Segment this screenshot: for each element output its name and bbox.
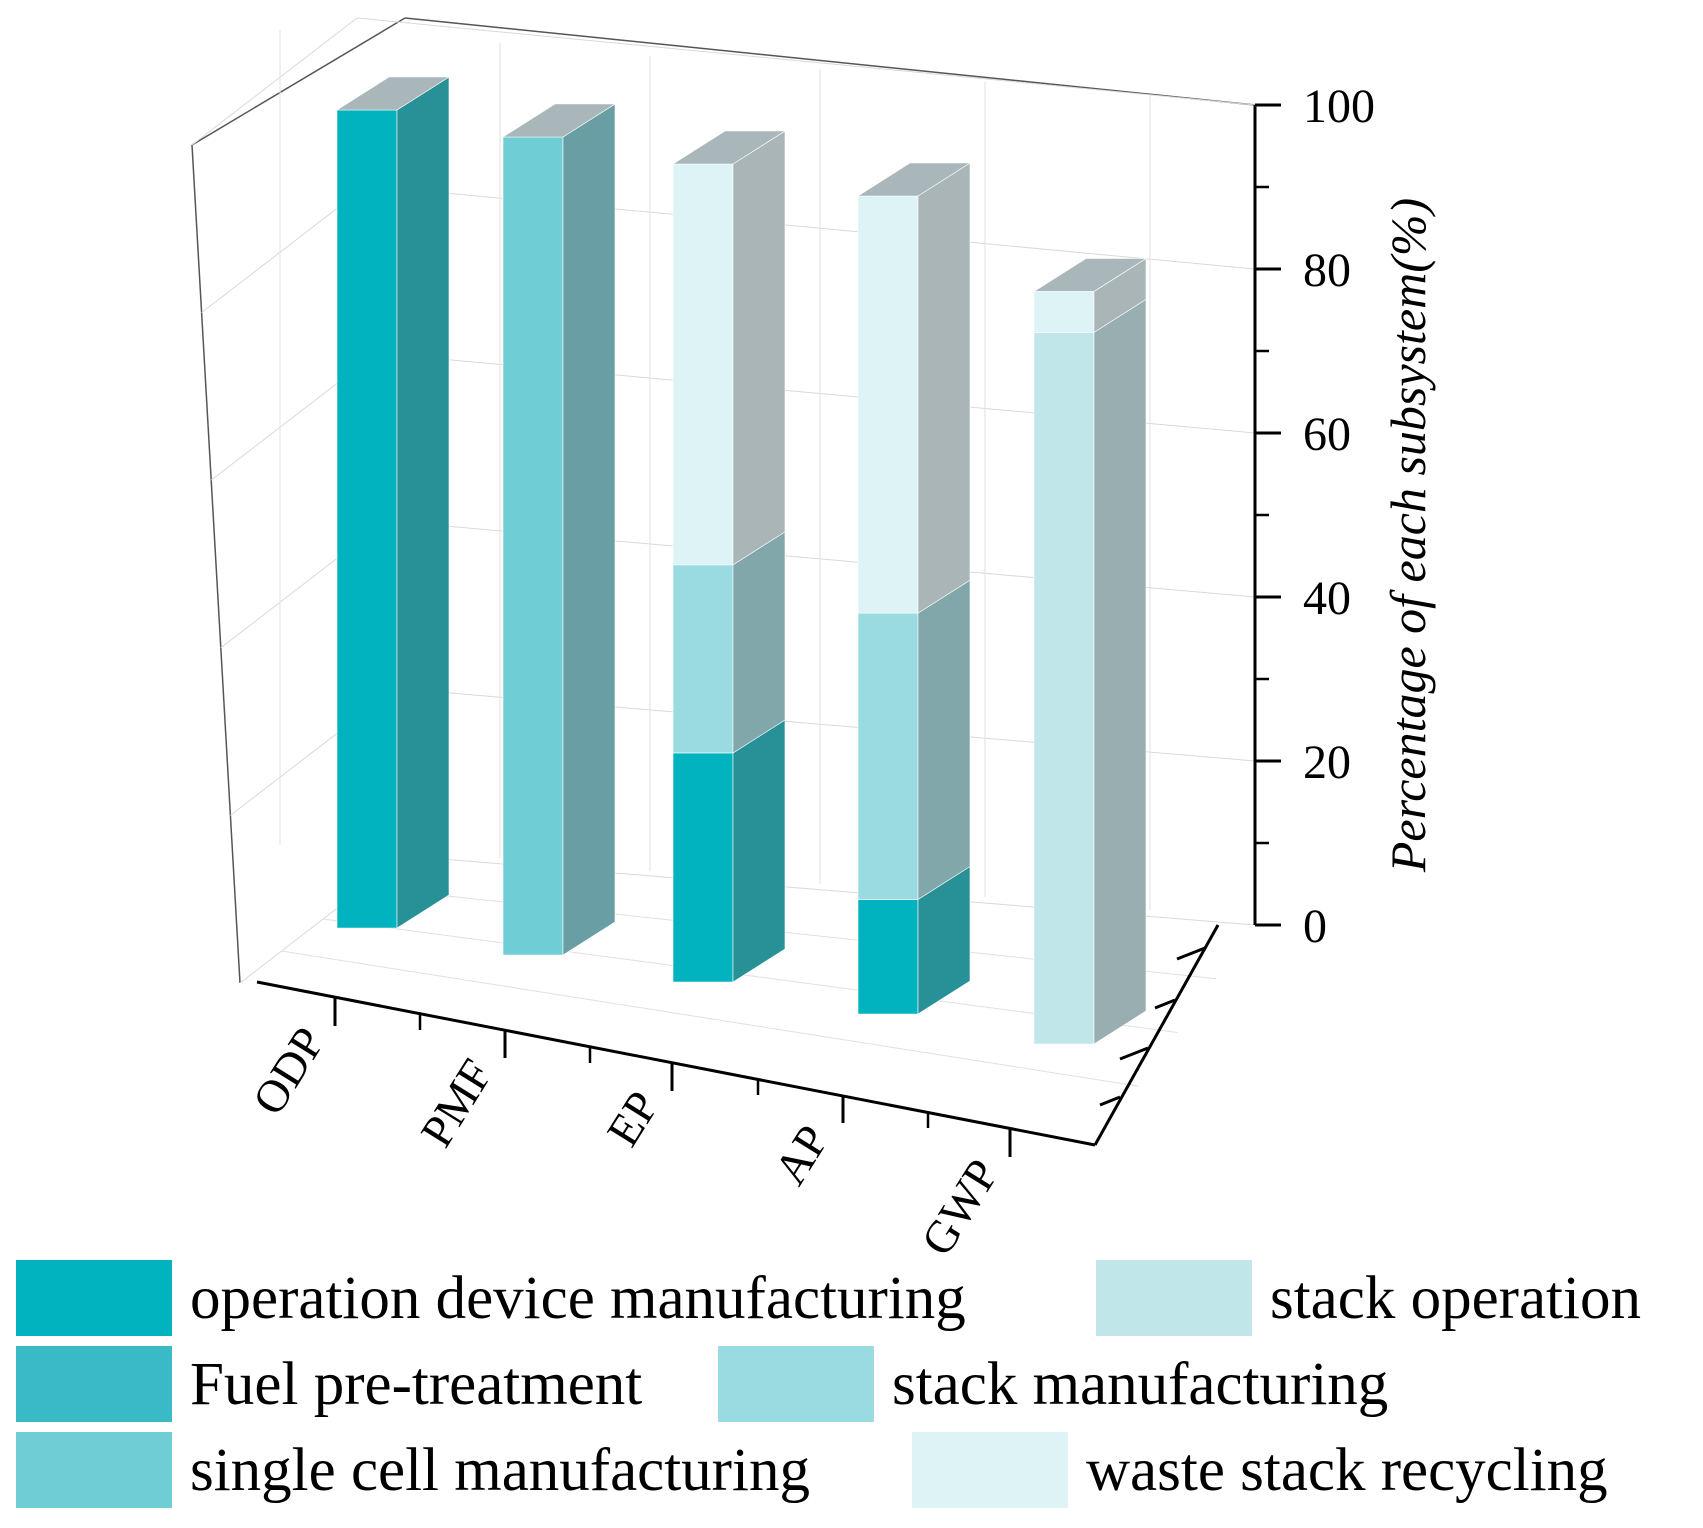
back-wall-top-edge xyxy=(191,17,406,146)
legend-item-stack-operation: stack operation xyxy=(1096,1258,1641,1338)
legend-item-stack-manufacturing: stack manufacturing xyxy=(718,1344,1388,1424)
legend: operation device manufacturing stack ope… xyxy=(16,1258,1696,1518)
bar-AP-waste stack recycling xyxy=(857,195,919,614)
y-tick-label: 100 xyxy=(1303,80,1375,133)
legend-item-operation-device-manufacturing: operation device manufacturing xyxy=(16,1258,966,1338)
bar-GWP-stack operation xyxy=(1033,332,1095,1045)
legend-swatch xyxy=(718,1346,874,1422)
back-wall-top-edge xyxy=(404,17,1256,106)
bar-top-GWP xyxy=(1032,258,1148,292)
legend-swatch xyxy=(16,1260,172,1336)
x-tick-label-ODP: ODP xyxy=(242,1018,334,1123)
legend-swatch xyxy=(16,1432,172,1508)
legend-label: Fuel pre-treatment xyxy=(190,1350,643,1418)
chart-3d-stacked-bars: 0 20 40 60 80 100 ODP PMF EP AP GWP Percentage of … xyxy=(191,17,1436,1258)
bar-EP-waste stack recycling xyxy=(672,163,734,566)
depth-axis-tick xyxy=(1119,1046,1149,1061)
back-wall-edge xyxy=(191,144,241,984)
bar-side-AP-stack manufacturing xyxy=(917,579,971,901)
legend-label: single cell manufacturing xyxy=(190,1436,810,1504)
bar-top-PMF xyxy=(501,103,617,138)
x-tick-label-AP: AP xyxy=(764,1116,838,1193)
bar-AP-operation device manufacturing xyxy=(857,899,919,1015)
bar-side-EP-stack manufacturing xyxy=(732,531,786,754)
y-tick-label: 40 xyxy=(1303,572,1351,625)
x-tick-label-GWP: GWP xyxy=(911,1150,1008,1258)
legend-label: stack manufacturing xyxy=(892,1350,1389,1418)
y-tick-label: 20 xyxy=(1303,736,1351,789)
bar-GWP-waste stack recycling xyxy=(1033,291,1095,333)
depth-axis-line xyxy=(1093,924,1220,1146)
bar-EP-operation device manufacturing xyxy=(672,752,734,983)
gridline xyxy=(356,17,1256,106)
gridline xyxy=(191,17,358,146)
y-tick-label: 0 xyxy=(1303,900,1327,953)
y-axis-label: Percentage of each subsystem(%) xyxy=(1380,198,1436,873)
legend-label: operation device manufacturing xyxy=(190,1264,966,1332)
bar-AP-stack manufacturing xyxy=(857,612,919,900)
bar-top-EP xyxy=(671,130,787,165)
bar-side-ODP-operation device manufacturing xyxy=(396,76,450,929)
depth-axis-tick xyxy=(1154,998,1176,1010)
bar-side-EP-waste stack recycling xyxy=(732,130,786,566)
y-tick-label: 80 xyxy=(1303,244,1351,297)
depth-axis-tick xyxy=(1176,946,1206,961)
legend-swatch xyxy=(912,1432,1068,1508)
bar-top-ODP xyxy=(335,76,451,111)
bar-side-AP-waste stack recycling xyxy=(917,162,971,614)
bar-side-EP-operation device manufacturing xyxy=(732,719,786,983)
bar-side-PMF-single cell manufacturing xyxy=(562,103,616,956)
legend-item-waste-stack-recycling: waste stack recycling xyxy=(912,1430,1608,1510)
legend-label: stack operation xyxy=(1270,1264,1641,1332)
legend-swatch xyxy=(16,1346,172,1422)
bar-EP-stack manufacturing xyxy=(672,564,734,754)
legend-item-fuel-pre-treatment: Fuel pre-treatment xyxy=(16,1344,642,1424)
gridline xyxy=(281,950,1139,1087)
legend-item-single-cell-manufacturing: single cell manufacturing xyxy=(16,1430,810,1510)
depth-axis-tick xyxy=(1099,1095,1121,1107)
legend-label: waste stack recycling xyxy=(1086,1436,1608,1504)
x-tick-label-PMF: PMF xyxy=(410,1050,502,1155)
y-tick-label: 60 xyxy=(1303,408,1351,461)
bar-ODP-operation device manufacturing xyxy=(336,109,398,929)
bars-layer xyxy=(335,76,1148,1045)
x-axis-line xyxy=(256,980,1096,1147)
bar-side-GWP-stack operation xyxy=(1093,298,1147,1045)
legend-swatch xyxy=(1096,1260,1252,1336)
x-tick-label-EP: EP xyxy=(597,1082,669,1155)
bar-top-AP xyxy=(856,162,972,197)
bar-PMF-single cell manufacturing xyxy=(502,136,564,956)
